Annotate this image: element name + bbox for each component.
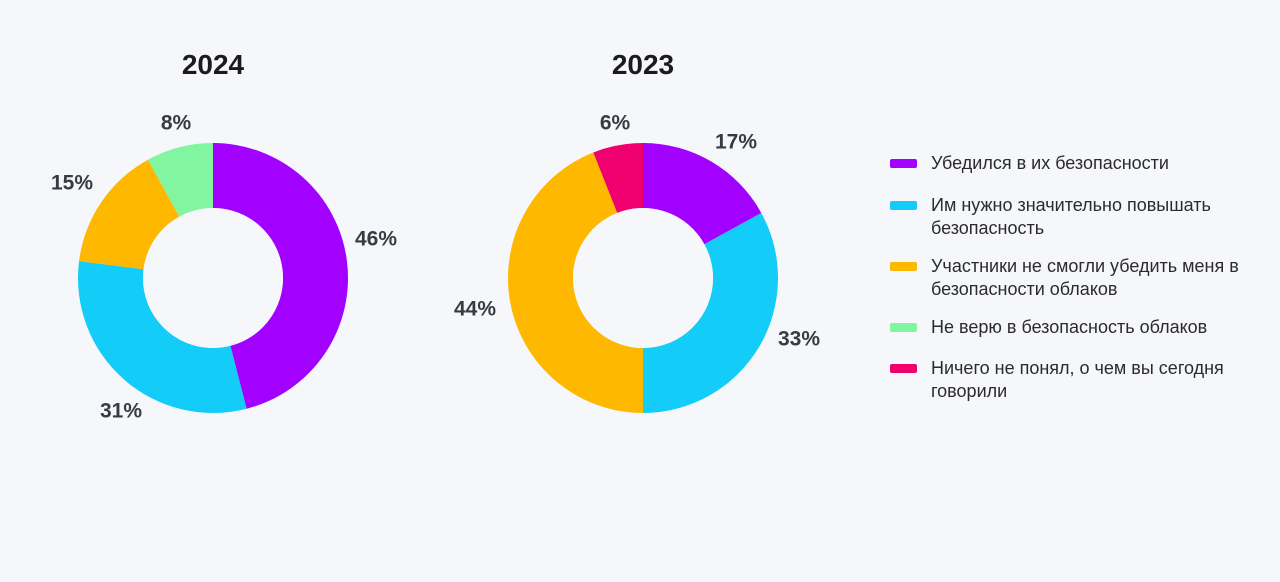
chart-title: 2024 [182, 49, 245, 80]
slice-value-label: 8% [161, 112, 192, 135]
donut-chart-2023: 2023 17% 33% 44% 6% [454, 49, 820, 414]
legend-swatch [890, 323, 917, 332]
legend-item: Убедился в их безопасности [890, 152, 1270, 175]
donut-hole [143, 208, 283, 348]
slice-value-label: 15% [51, 172, 93, 195]
legend-item: Им нужно значительно повышать безопаснос… [890, 194, 1270, 240]
legend-label: Убедился в их безопасности [931, 153, 1169, 173]
legend-item: Ничего не понял, о чем вы сегодня говори… [890, 357, 1270, 403]
legend-label: Участники не смогли убедить меня в безоп… [931, 256, 1239, 299]
legend-label: Им нужно значительно повышать безопаснос… [931, 195, 1211, 238]
slice-value-label: 46% [355, 228, 397, 251]
slice-value-label: 33% [778, 328, 820, 351]
slice-value-label: 31% [100, 400, 142, 423]
donut-slice [147, 143, 213, 217]
donut-slice [213, 143, 348, 409]
donut-slice [77, 261, 247, 413]
slice-value-label: 6% [600, 112, 631, 135]
donut-slice [643, 212, 778, 413]
donut-slice [507, 152, 643, 414]
legend-item: Участники не смогли убедить меня в безоп… [890, 255, 1270, 301]
slice-value-label: 44% [454, 298, 496, 321]
legend-swatch [890, 159, 917, 168]
slice-value-label: 17% [715, 131, 757, 154]
legend-swatch [890, 201, 917, 210]
donut-slice [593, 143, 643, 213]
legend-swatch [890, 262, 917, 271]
donut-slice [79, 159, 180, 270]
legend-label: Не верю в безопасность облаков [931, 317, 1208, 337]
legend: Убедился в их безопасности Им нужно знач… [890, 152, 1270, 417]
legend-swatch [890, 364, 917, 373]
legend-label: Ничего не понял, о чем вы сегодня говори… [931, 358, 1224, 401]
donut-slice [643, 143, 762, 245]
donut-chart-2024: 2024 46% 31% 15% 8% [51, 49, 397, 423]
chart-title: 2023 [612, 49, 674, 80]
legend-item: Не верю в безопасность облаков [890, 316, 1270, 339]
donut-hole [573, 208, 713, 348]
